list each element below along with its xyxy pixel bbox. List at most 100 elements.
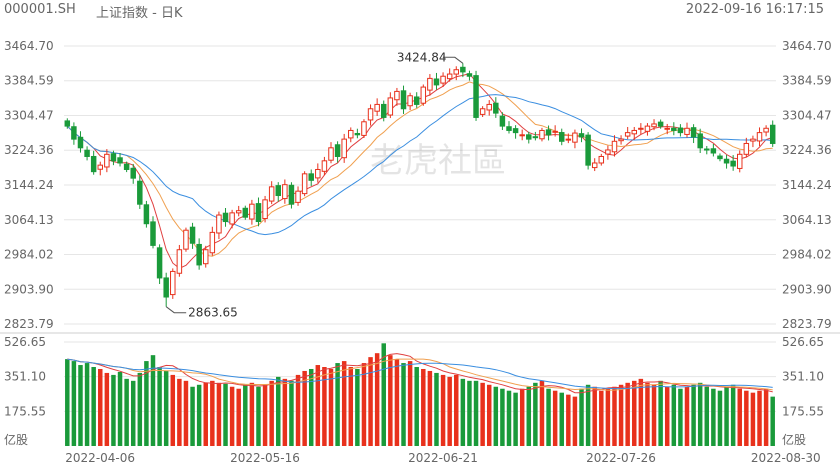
volume-bar — [724, 386, 729, 446]
axis-labels: 3464.70 3464.70 3384.59 3384.59 3304.47 3304.… — [4, 39, 832, 465]
candle — [750, 138, 756, 142]
volume-bar — [763, 388, 769, 446]
candle — [651, 123, 657, 128]
candle — [400, 90, 407, 110]
low-annotation: 2863.65 — [188, 306, 238, 320]
volume-bar — [513, 392, 518, 446]
candle — [460, 66, 466, 73]
candle — [321, 160, 328, 172]
candle — [624, 132, 631, 137]
candle — [315, 168, 321, 179]
vol-tick-right: 175.55 — [782, 404, 824, 418]
candle — [743, 142, 750, 155]
y-tick-right: 3384.59 — [782, 74, 832, 88]
candle — [730, 160, 736, 167]
high-annotation: 3424.84 — [397, 50, 447, 64]
x-tick: 2022-07-26 — [586, 451, 656, 465]
volume-bar — [269, 380, 274, 446]
candle — [407, 95, 413, 107]
volume-bar — [262, 384, 268, 446]
vol-tick-left: 526.65 — [4, 335, 46, 349]
volume-bar — [256, 386, 261, 446]
volume-bar — [137, 372, 143, 446]
volume-bar — [440, 374, 446, 446]
candle — [361, 121, 367, 136]
y-tick-left: 3304.47 — [4, 109, 54, 123]
candle — [354, 132, 361, 136]
watermark: 老虎社區 — [370, 141, 506, 181]
candle — [216, 214, 222, 234]
candle — [532, 136, 539, 139]
volume-bar — [473, 380, 479, 446]
vol-unit-right: 亿股 — [782, 432, 806, 447]
volume-bar — [467, 380, 472, 446]
candle — [275, 185, 282, 197]
candles — [64, 63, 776, 307]
candle — [183, 229, 189, 250]
candle — [644, 125, 651, 132]
volume-bar — [414, 367, 419, 446]
x-tick: 2022-05-16 — [230, 451, 300, 465]
candle — [704, 148, 710, 151]
candle — [202, 249, 209, 265]
candle — [301, 173, 308, 195]
volume-bar — [460, 378, 466, 446]
candle — [552, 130, 558, 133]
volume-bar — [697, 382, 703, 446]
volume-bar — [78, 365, 83, 446]
candle — [638, 127, 644, 130]
y-tick-left: 3224.36 — [4, 143, 54, 157]
candle — [565, 138, 572, 141]
candle — [334, 144, 341, 157]
volume-bar — [282, 378, 288, 446]
candle — [769, 124, 776, 144]
vol-ma5-line — [67, 353, 773, 394]
volume-bar — [493, 386, 499, 446]
volume-bar — [625, 382, 630, 446]
candle — [473, 75, 479, 118]
candle — [413, 96, 420, 105]
candle — [367, 108, 374, 121]
y-tick-right: 2903.90 — [782, 282, 832, 296]
candle — [572, 132, 578, 143]
volume-bar — [315, 365, 321, 446]
candle — [657, 121, 664, 127]
volume-bar — [717, 390, 723, 446]
candle — [618, 138, 624, 142]
volume-bar — [130, 380, 136, 446]
volume-bar — [295, 374, 301, 446]
y-tick-right: 3064.13 — [782, 213, 832, 227]
volume-bar — [506, 390, 512, 446]
volume-bar — [157, 367, 162, 446]
candle — [150, 221, 156, 246]
candle — [736, 153, 743, 169]
candle — [512, 128, 519, 134]
volume-bar — [711, 388, 716, 446]
volume-bar — [500, 388, 505, 446]
volume-bar — [170, 374, 176, 446]
volume-bar — [572, 396, 578, 446]
candle — [348, 129, 354, 139]
y-tick-right: 2984.02 — [782, 247, 832, 261]
candle — [684, 127, 690, 135]
price-annotations: 3424.84 2863.65 — [165, 50, 464, 320]
candle — [308, 173, 314, 181]
candle — [519, 134, 525, 137]
y-tick-right: 3144.24 — [782, 178, 832, 192]
volume-bar — [117, 371, 123, 446]
candle — [420, 86, 427, 104]
y-tick-left: 3384.59 — [4, 74, 54, 88]
candle — [526, 134, 532, 140]
vol-tick-right: 351.10 — [782, 370, 824, 384]
y-tick-left: 2823.79 — [4, 317, 54, 331]
candle — [235, 210, 242, 214]
volume-bar — [454, 374, 459, 446]
volume-bar — [65, 359, 70, 446]
volume-bar — [737, 388, 742, 446]
volume-bar — [236, 388, 241, 446]
volume-bar — [249, 382, 255, 446]
x-tick: 2022-04-06 — [65, 451, 135, 465]
candle — [90, 155, 97, 173]
candle — [631, 129, 638, 135]
